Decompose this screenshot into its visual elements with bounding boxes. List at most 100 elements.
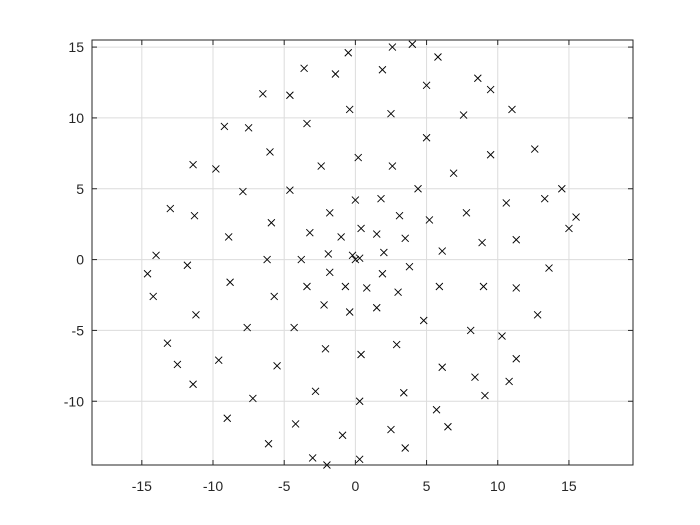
y-tick-label: 0 (76, 252, 84, 268)
data-point-x-marker (474, 74, 482, 83)
data-point-x-marker (401, 234, 410, 243)
data-point-x-marker (357, 350, 365, 359)
data-point-x-marker (344, 48, 353, 57)
data-point-x-marker (372, 230, 381, 238)
data-point-x-marker (303, 282, 311, 291)
data-point-x-marker (388, 43, 397, 51)
data-point-x-marker (388, 162, 397, 170)
data-point-x-marker (300, 64, 308, 73)
x-tick-label: 10 (490, 478, 506, 494)
y-tick-label: -10 (64, 393, 84, 409)
data-point-x-marker (317, 162, 326, 170)
y-tick-label: 5 (76, 181, 84, 197)
data-point-x-marker (530, 145, 539, 153)
data-point-x-marker (355, 254, 364, 262)
data-point-x-marker (192, 311, 200, 319)
data-point-x-marker (190, 211, 199, 220)
data-point-x-marker (425, 216, 434, 224)
data-point-x-marker (512, 284, 521, 292)
data-point-x-marker (239, 187, 247, 196)
data-point-x-marker (354, 153, 363, 162)
data-point-x-marker (422, 81, 431, 90)
data-point-x-marker (355, 397, 364, 406)
data-point-x-marker (291, 420, 300, 428)
data-point-x-marker (338, 431, 347, 440)
data-point-x-marker (377, 194, 385, 203)
x-tick-label: -5 (278, 478, 291, 494)
data-markers (143, 40, 580, 469)
y-tick-label: 15 (68, 39, 84, 55)
tick-marks (92, 40, 633, 465)
data-point-x-marker (399, 388, 408, 397)
data-point-x-marker (478, 238, 486, 247)
data-point-x-marker (408, 40, 417, 49)
data-point-x-marker (152, 251, 160, 260)
x-tick-label: 5 (423, 478, 431, 494)
data-point-x-marker (557, 184, 566, 193)
data-point-x-marker (479, 282, 488, 291)
data-point-x-marker (324, 250, 333, 258)
data-point-x-marker (438, 363, 447, 372)
data-point-x-marker (163, 339, 172, 347)
data-point-x-marker (166, 204, 175, 213)
data-point-x-marker (341, 282, 350, 291)
plot-area-frame (91, 39, 634, 466)
data-point-x-marker (325, 268, 334, 277)
data-point-x-marker (337, 233, 345, 241)
data-point-x-marker (321, 345, 330, 353)
data-point-x-marker (505, 377, 513, 386)
data-point-x-marker (481, 391, 489, 400)
data-point-x-marker (502, 199, 511, 207)
data-point-x-marker (244, 124, 253, 132)
x-gridlines (141, 40, 570, 465)
data-point-x-marker (264, 439, 273, 448)
data-point-x-marker (297, 255, 306, 264)
data-point-x-marker (486, 150, 495, 159)
data-point-x-marker (466, 326, 475, 335)
data-point-x-marker (223, 414, 232, 423)
data-point-x-marker (378, 269, 387, 278)
y-gridlines (92, 46, 633, 402)
data-point-x-marker (173, 360, 182, 369)
data-point-x-marker (270, 292, 279, 301)
data-point-x-marker (345, 105, 354, 114)
data-point-x-marker (355, 455, 364, 464)
data-point-x-marker (263, 255, 271, 264)
data-point-x-marker (362, 284, 371, 292)
data-point-x-marker (394, 288, 402, 296)
data-point-x-marker (290, 323, 298, 332)
y-tick-label: -5 (72, 322, 85, 338)
data-point-x-marker (249, 394, 257, 403)
data-point-x-marker (189, 380, 197, 389)
data-point-x-marker (325, 209, 334, 217)
data-point-x-marker (419, 316, 428, 325)
x-tick-label: 15 (561, 478, 577, 494)
data-point-x-marker (395, 211, 404, 220)
y-axis-tick-labels: -10 -5 0 5 10 15 (64, 39, 84, 409)
data-point-x-marker (533, 311, 542, 319)
data-point-x-marker (220, 122, 229, 131)
data-point-x-marker (331, 70, 340, 78)
data-point-x-marker (378, 65, 387, 74)
data-point-x-marker (189, 160, 197, 169)
data-point-x-marker (273, 362, 281, 370)
x-axis-tick-labels: -15 -10 -5 0 5 10 15 (132, 478, 577, 494)
data-point-x-marker (405, 262, 414, 271)
data-point-x-marker (259, 90, 267, 98)
data-point-x-marker (392, 340, 401, 349)
data-point-x-marker (308, 454, 317, 462)
x-tick-label: 0 (351, 478, 359, 494)
data-point-x-marker (143, 269, 152, 278)
data-point-x-marker (508, 105, 516, 114)
data-point-x-marker (449, 169, 458, 177)
data-point-x-marker (462, 209, 471, 217)
data-point-x-marker (572, 213, 580, 221)
data-point-x-marker (224, 233, 233, 241)
data-point-x-marker (486, 85, 495, 94)
data-point-x-marker (351, 255, 360, 264)
data-point-x-marker (303, 119, 311, 128)
data-point-x-marker (387, 109, 395, 118)
data-point-x-marker (306, 228, 314, 237)
data-point-x-marker (545, 264, 553, 272)
